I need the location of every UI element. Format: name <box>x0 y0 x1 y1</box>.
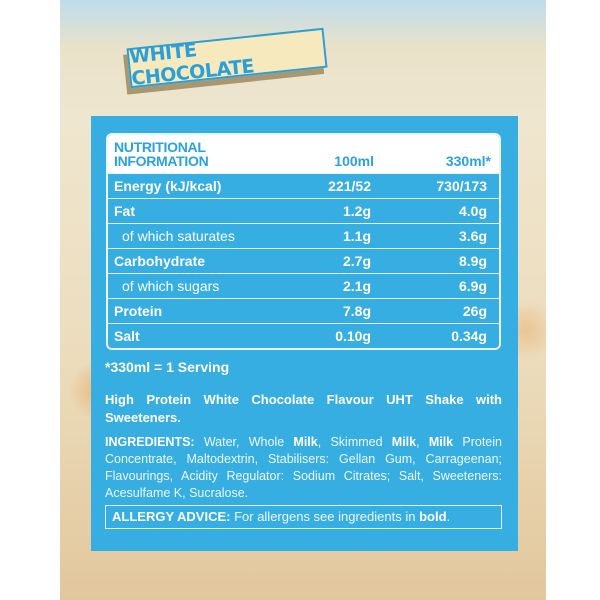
value-per-330ml: 6.9g <box>458 278 487 294</box>
table-row: Protein 7.8g 26g <box>108 298 499 323</box>
value-per-330ml: 0.34g <box>451 328 487 344</box>
value-per-330ml: 26g <box>462 303 487 319</box>
value-per-330ml: 3.6g <box>458 228 487 244</box>
nutrient-name: Protein <box>114 303 163 319</box>
table-row: of which sugars 2.1g 6.9g <box>108 273 499 298</box>
product-description: High Protein White Chocolate Flavour UHT… <box>105 392 502 425</box>
serving-note: *330ml = 1 Serving <box>105 359 230 375</box>
nutrition-panel: NUTRITIONAL INFORMATION 100ml 330ml* Ener… <box>91 116 518 551</box>
value-per-100ml: 0.10g <box>335 328 371 344</box>
table-row: Energy (kJ/kcal) 221/52 730/173 <box>108 173 499 198</box>
value-per-100ml: 2.7g <box>342 253 371 269</box>
nutrient-name: Salt <box>114 328 140 344</box>
ingredients: INGREDIENTS: Water, Whole Milk, Skimmed … <box>105 435 502 500</box>
allergy-advice: ALLERGY ADVICE: For allergens see ingred… <box>105 505 502 529</box>
table-title: NUTRITIONAL INFORMATION <box>114 139 209 169</box>
nutrient-name: of which sugars <box>122 278 220 294</box>
table-row: Salt 0.10g 0.34g <box>108 323 499 348</box>
nutrition-table: NUTRITIONAL INFORMATION 100ml 330ml* Ener… <box>106 133 501 350</box>
column-header-100ml: 100ml <box>334 153 374 169</box>
value-per-330ml: 730/173 <box>436 178 487 194</box>
value-per-100ml: 1.1g <box>342 228 371 244</box>
value-per-330ml: 4.0g <box>458 203 487 219</box>
table-row: of which saturates 1.1g 3.6g <box>108 223 499 248</box>
table-row: Carbohydrate 2.7g 8.9g <box>108 248 499 273</box>
nutrient-name: Carbohydrate <box>114 253 206 269</box>
value-per-100ml: 7.8g <box>342 303 371 319</box>
nutrient-name: Energy (kJ/kcal) <box>114 178 222 194</box>
nutrient-name: Fat <box>114 203 135 219</box>
value-per-330ml: 8.9g <box>458 253 487 269</box>
column-header-330ml: 330ml* <box>445 153 491 169</box>
value-per-100ml: 2.1g <box>342 278 371 294</box>
value-per-100ml: 1.2g <box>342 203 371 219</box>
table-row: Fat 1.2g 4.0g <box>108 198 499 223</box>
nutrient-name: of which saturates <box>122 228 235 244</box>
value-per-100ml: 221/52 <box>328 178 371 194</box>
table-header: NUTRITIONAL INFORMATION 100ml 330ml* <box>108 135 499 173</box>
